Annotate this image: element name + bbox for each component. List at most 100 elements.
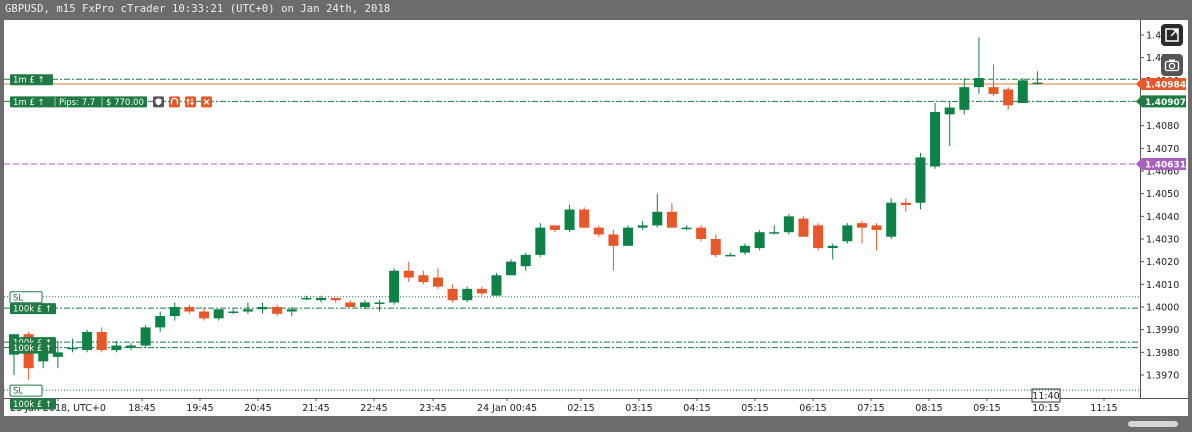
x-tick-label: 07:15: [857, 403, 884, 414]
order-tag-100k[interactable]: 100k £ ↑: [10, 398, 56, 410]
x-tick-label: 24 Jan 00:45: [477, 403, 537, 414]
order-tag-1m[interactable]: 1m £ ↑: [10, 74, 53, 86]
order-tag-100k-label: 100k £ ↑: [13, 305, 52, 315]
candle-body: [403, 270, 414, 278]
candle: [623, 225, 634, 246]
position-pnl: $ 770.00: [106, 98, 144, 108]
candle-body: [389, 270, 400, 303]
candle: [1017, 78, 1028, 103]
horizontal-scroll-handle[interactable]: [1128, 421, 1178, 427]
candle: [359, 300, 370, 310]
reverse-glyph: [186, 98, 194, 106]
expand-button[interactable]: [1161, 24, 1183, 46]
candle: [754, 229, 765, 251]
candle-body: [1017, 80, 1028, 103]
candle: [345, 300, 356, 307]
candle: [886, 198, 897, 239]
candle: [740, 243, 750, 255]
y-tick-label: 1.4000: [1146, 303, 1179, 314]
y-tick-label: 1.3990: [1146, 325, 1179, 336]
x-tick-label: 02:15: [567, 403, 594, 414]
candle-body: [754, 232, 765, 249]
candle-body: [125, 345, 136, 348]
screenshot-button[interactable]: [1161, 54, 1183, 76]
candle: [652, 193, 663, 228]
candle-body: [681, 227, 692, 230]
candle-body: [228, 311, 239, 314]
y-tick-label: 1.4020: [1146, 257, 1179, 268]
order-tag-1m-box: [10, 74, 53, 86]
candle-body: [316, 297, 327, 301]
time-axis[interactable]: [4, 398, 1188, 416]
candle: [257, 302, 268, 314]
stop-loss-tag-box: [9, 384, 43, 397]
candle-body: [944, 107, 955, 115]
order-tag-100k[interactable]: 100k £ ↑: [10, 342, 56, 355]
candle-body: [783, 216, 794, 233]
candle-body: [155, 316, 166, 328]
candle-body: [798, 218, 809, 237]
position-price-label-text: 1.40907: [1145, 98, 1186, 108]
x-tick-label: 23 Jan 2018, UTC+0: [10, 403, 106, 414]
order-tag-100k-box: [10, 303, 56, 315]
candle: [798, 216, 809, 237]
alert-price-label: 1.40631: [1136, 157, 1186, 170]
candle: [813, 223, 824, 251]
candle-body: [111, 345, 122, 351]
candle: [988, 64, 999, 97]
candle: [900, 198, 911, 212]
candle-body: [593, 227, 604, 235]
x-tick-label: 04:15: [683, 403, 710, 414]
candle-body: [608, 234, 619, 246]
candle: [228, 309, 239, 314]
candle: [96, 327, 107, 353]
candle-body: [1032, 82, 1043, 85]
x-tick-label: 09:15: [973, 403, 1000, 414]
candle: [608, 229, 619, 271]
alert-price-label-text: 1.40631: [1145, 160, 1186, 170]
candle-body: [710, 239, 721, 255]
position-tag-label: 1m £ ↑: [13, 98, 45, 108]
candle-body: [52, 352, 63, 357]
candle: [418, 270, 429, 285]
y-tick-label: 1.4070: [1146, 144, 1179, 155]
y-tick-label: 1.4080: [1146, 121, 1179, 132]
stop-loss-tag[interactable]: SL: [9, 291, 43, 304]
candle-body: [579, 209, 590, 228]
candle: [535, 223, 546, 258]
candle: [82, 329, 93, 353]
candle-body: [520, 254, 531, 267]
reverse-icon[interactable]: [185, 96, 196, 108]
position-tag[interactable]: 1m £ ↑ Pips: 7.7 $ 770.00: [10, 96, 212, 108]
candle-body: [82, 331, 93, 351]
candle: [549, 225, 560, 233]
candle-body: [930, 112, 941, 167]
candle-body: [242, 309, 253, 312]
candle-body: [96, 331, 107, 351]
candle: [696, 225, 707, 242]
x-tick-label: 18:45: [128, 403, 155, 414]
candle: [856, 220, 867, 244]
order-tags: 1m £ ↑ 1m £ ↑ Pips: 7.7 $ 770.00 SL 100k £ ↑ 1…: [9, 74, 212, 410]
plot-area[interactable]: [4, 20, 1140, 398]
candle: [462, 286, 473, 303]
order-tag-100k-box: [10, 342, 56, 354]
candle-body: [973, 78, 984, 88]
candle-body: [959, 87, 970, 110]
candle: [944, 100, 955, 147]
candle-body: [169, 307, 180, 317]
candle: [374, 300, 385, 312]
candle: [915, 152, 926, 210]
candle: [184, 304, 195, 314]
candle: [593, 225, 604, 237]
y-tick-label: 1.4040: [1146, 212, 1179, 223]
order-tag-100k[interactable]: 100k £ ↑: [10, 303, 56, 315]
candle-body: [286, 309, 297, 312]
stop-loss-tag-label: SL: [13, 387, 23, 397]
candle-body: [432, 277, 443, 287]
candle-body: [447, 288, 458, 301]
candle: [871, 223, 882, 251]
stop-loss-tag[interactable]: SL: [9, 384, 43, 397]
